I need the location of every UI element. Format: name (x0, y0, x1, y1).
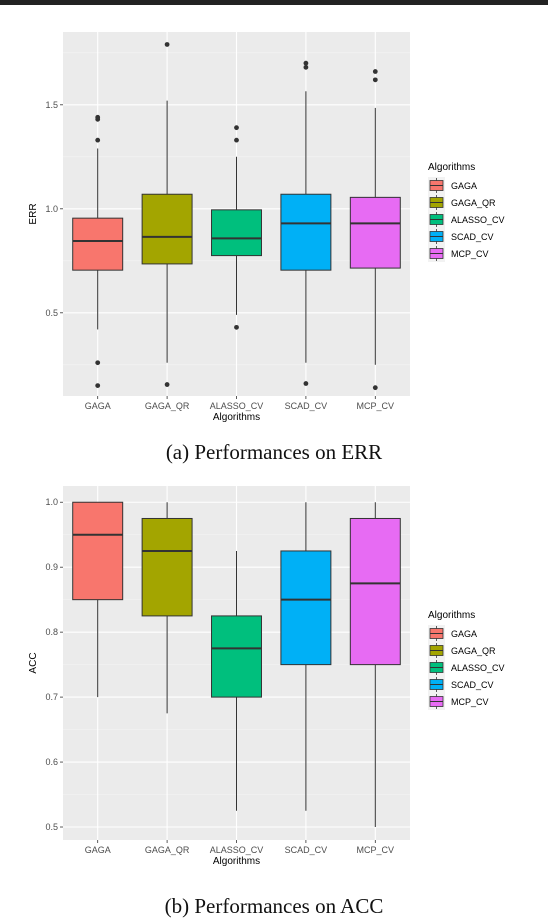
x-axis-title: Algorithms (213, 412, 260, 423)
legend-label: MCP_CV (451, 249, 489, 259)
acc-boxplot-chart: 0.5 0.6 0.7 0.8 0.9 1.0 GAGA GAGA_QR ALASSO_CV SC… (28, 486, 505, 867)
box-scad-cv (280, 193, 332, 271)
outlier-point (372, 385, 378, 391)
top-border (0, 0, 548, 5)
outlier-point (234, 125, 239, 131)
y-tick-label: 0.6 (45, 757, 58, 767)
outlier-point (234, 137, 239, 143)
x-tick-label: GAGA_QR (145, 845, 190, 855)
x-tick-label: GAGA_QR (145, 401, 190, 411)
box-alasso-cv (211, 209, 262, 257)
legend-label: GAGA_QR (451, 646, 496, 656)
box-gaga-qr (141, 517, 193, 617)
legend-title: Algorithms (428, 162, 475, 173)
y-tick-label: 1.5 (45, 100, 58, 110)
y-tick-label: 0.7 (45, 692, 58, 702)
y-tick-label: 1.0 (45, 204, 58, 214)
legend-label: ALASSO_CV (451, 215, 505, 225)
x-tick-label: SCAD_CV (285, 401, 328, 411)
x-tick-label: ALASSO_CV (210, 845, 264, 855)
y-axis-title: ERR (28, 203, 39, 224)
legend-label: MCP_CV (451, 697, 489, 707)
outlier-point (234, 324, 239, 330)
x-tick-label: ALASSO_CV (210, 401, 264, 411)
outlier-point (372, 69, 378, 74)
x-tick-label: MCP_CV (357, 401, 395, 411)
box-gaga (72, 217, 124, 271)
outlier-point (303, 60, 309, 66)
outlier-point (95, 383, 101, 388)
legend-label: SCAD_CV (451, 232, 494, 242)
y-tick-label: 1.0 (45, 497, 58, 507)
box-mcp-cv (349, 517, 401, 666)
outlier-point (303, 381, 309, 386)
outlier-point (303, 64, 309, 70)
outlier-point (95, 360, 101, 366)
outlier-point (164, 382, 170, 387)
y-axis-title: ACC (28, 652, 39, 673)
outlier-point (95, 137, 101, 143)
legend-title: Algorithms (428, 610, 475, 621)
legend-label: SCAD_CV (451, 680, 494, 690)
box-gaga (72, 501, 124, 601)
y-tick-label: 0.5 (45, 308, 58, 318)
box-alasso-cv (211, 615, 262, 698)
outlier-point (95, 114, 101, 120)
box-scad-cv (280, 550, 332, 666)
legend-label: ALASSO_CV (451, 663, 505, 673)
x-tick-label: MCP_CV (357, 845, 395, 855)
caption-acc: (b) Performances on ACC (164, 894, 384, 918)
legend-label: GAGA (451, 629, 477, 639)
x-tick-label: SCAD_CV (285, 845, 328, 855)
y-tick-label: 0.5 (45, 822, 58, 832)
caption-err: (a) Performances on ERR (165, 440, 383, 464)
legend-label: GAGA (451, 181, 477, 191)
err-boxplot-chart: 0.5 1.0 1.5 GAGA GAGA_QR ALASSO_CV SCAD_CV MCP_… (28, 32, 505, 423)
box-mcp-cv (349, 196, 401, 269)
y-tick-label: 0.8 (45, 627, 58, 637)
outlier-point (372, 77, 378, 83)
x-axis-title: Algorithms (213, 856, 260, 867)
box-gaga-qr (141, 193, 193, 265)
legend-label: GAGA_QR (451, 198, 496, 208)
x-tick-label: GAGA (85, 845, 111, 855)
y-tick-label: 0.9 (45, 562, 58, 572)
x-tick-label: GAGA (85, 401, 111, 411)
outlier-point (164, 42, 170, 47)
